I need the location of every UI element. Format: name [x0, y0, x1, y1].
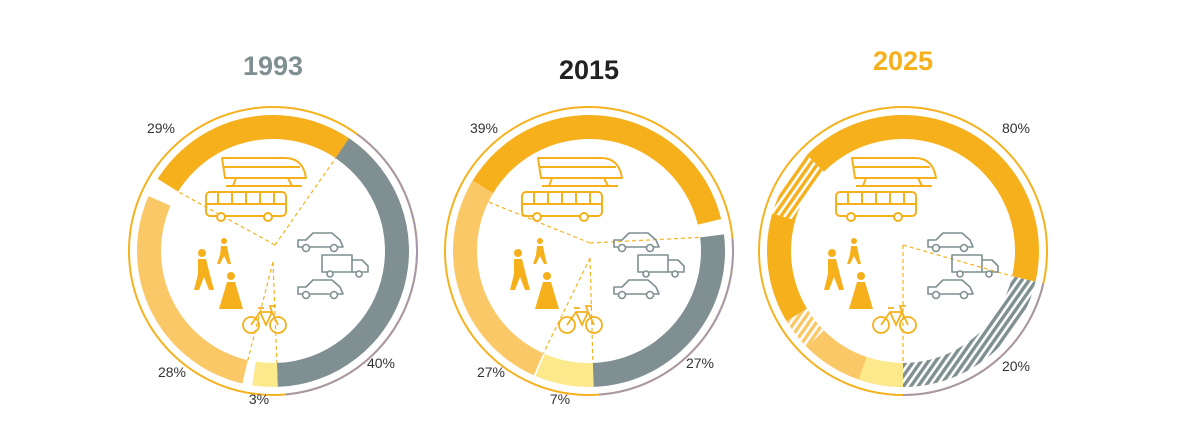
car-icon — [927, 279, 974, 300]
car-outline-arc — [902, 283, 1045, 396]
slice-walking — [452, 180, 544, 376]
slice-car — [588, 234, 725, 388]
data-label-car: 40% — [367, 355, 395, 371]
pie-chart-2025: 2025 80% 20% — [758, 46, 1048, 396]
truck-icon — [637, 254, 685, 278]
slice-walking — [137, 196, 248, 384]
chart-title: 1993 — [243, 51, 303, 81]
car-icon — [613, 232, 660, 253]
slice-public-transport — [772, 154, 824, 221]
slice-car — [903, 362, 913, 388]
tram-icon — [537, 157, 623, 187]
car-outline-arc — [285, 133, 418, 396]
pedestrian-icon — [510, 238, 559, 309]
truck-icon — [951, 254, 999, 278]
slice-public-transport — [157, 115, 372, 192]
car-icon — [613, 279, 660, 300]
slice-divider — [488, 201, 591, 244]
data-label-bicycle: 3% — [249, 391, 269, 407]
bus-icon — [521, 191, 603, 222]
slice-car — [276, 138, 409, 387]
data-label-walking: 27% — [477, 364, 505, 380]
data-label-bicycle: 7% — [550, 391, 570, 407]
mode-icons — [194, 157, 369, 334]
slice-bicycle — [535, 353, 594, 387]
slice-public-transport — [767, 213, 807, 322]
data-label-walking: 28% — [158, 364, 186, 380]
slice-public-transport — [806, 115, 1039, 282]
bicycle-icon — [872, 305, 917, 334]
slice-divider — [589, 257, 594, 363]
mode-icons — [510, 157, 685, 334]
data-label-public-transport: 39% — [470, 120, 498, 136]
slice-divider — [542, 257, 591, 354]
bicycle-icon — [558, 305, 603, 334]
pie-chart-2015: 2015 39% 27% 7% 27% — [444, 55, 734, 407]
pedestrian-icon — [194, 238, 243, 309]
car-icon — [297, 279, 344, 300]
slice-divider — [902, 244, 1013, 277]
slice-divider — [272, 261, 278, 363]
slice-divider — [247, 261, 274, 361]
slice-car — [903, 276, 1036, 387]
bus-icon — [835, 191, 917, 222]
data-label-public-transport: 29% — [147, 120, 175, 136]
data-label-car: 20% — [1002, 358, 1030, 374]
slice-public-transport — [786, 308, 824, 348]
slice-divider — [274, 157, 337, 246]
data-label-car: 27% — [686, 355, 714, 371]
car-icon — [297, 232, 344, 253]
outer-ring — [444, 106, 734, 396]
truck-icon — [321, 254, 369, 278]
bicycle-icon — [242, 305, 287, 334]
outer-ring — [128, 106, 418, 396]
mode-icons — [824, 157, 999, 334]
chart-title: 2015 — [559, 55, 619, 85]
slice-bicycle — [252, 361, 278, 387]
data-label-public-transport: 80% — [1002, 120, 1030, 136]
chart-title: 2025 — [873, 46, 933, 76]
slice-bicycle — [858, 356, 913, 388]
car-outline-arc — [598, 238, 734, 396]
slice-public-transport — [466, 114, 722, 225]
slice-divider — [589, 236, 701, 244]
bus-icon — [205, 191, 287, 222]
pedestrian-icon — [824, 238, 873, 309]
tram-icon — [851, 157, 937, 187]
car-icon — [927, 232, 974, 253]
pie-chart-1993: 1993 29% 40% 3% 28% — [128, 51, 418, 407]
slice-divider — [177, 191, 276, 246]
tram-icon — [221, 157, 307, 187]
